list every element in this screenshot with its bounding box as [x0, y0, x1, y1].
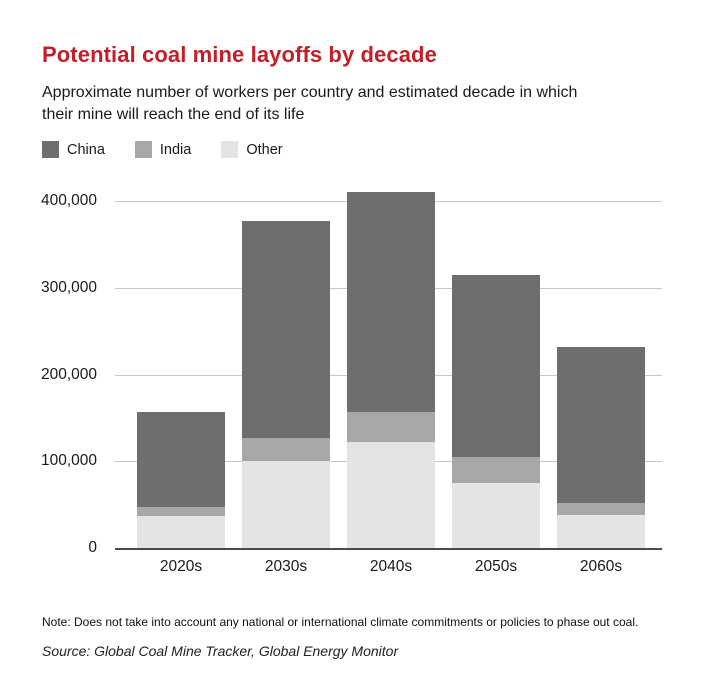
legend-label-india: India — [159, 141, 192, 158]
bar-segment-other-2050s — [452, 482, 540, 548]
bar-2060s — [557, 346, 645, 548]
bar-segment-other-2060s — [557, 515, 645, 548]
bar-segment-india-2030s — [242, 437, 330, 462]
bar-segment-other-2020s — [137, 515, 225, 548]
x-axis-label-2060s: 2060s — [579, 558, 623, 575]
bar-2050s — [452, 274, 540, 548]
chart-title: Potential coal mine layoffs by decade — [42, 41, 437, 67]
bar-segment-china-2020s — [137, 411, 225, 508]
x-axis-label-2020s: 2020s — [159, 558, 203, 575]
bar-2040s — [347, 192, 435, 548]
bar-segment-other-2040s — [347, 442, 435, 548]
legend-swatch-other — [221, 141, 239, 158]
legend-item-china: China — [42, 141, 105, 158]
bar-2030s — [242, 220, 330, 548]
legend-item-india: India — [134, 141, 192, 158]
legend-item-other: Other — [221, 141, 283, 158]
plot-area: 2020s 2030s 2040s 2050s 2060s — [115, 192, 662, 575]
x-axis-label-2040s: 2040s — [369, 558, 413, 575]
y-axis-tick-label-100000: 100,000 — [40, 452, 97, 470]
y-axis-tick-label-200000: 200,000 — [40, 365, 97, 383]
bar-segment-china-2060s — [557, 346, 645, 503]
legend: China India Other — [42, 141, 283, 158]
bar-segment-india-2020s — [137, 507, 225, 516]
bar-segment-india-2050s — [452, 456, 540, 483]
x-axis-label-2050s: 2050s — [474, 558, 518, 575]
source-text: Source: Global Coal Mine Tracker, Global… — [42, 643, 399, 659]
bar-segment-other-2030s — [242, 461, 330, 548]
legend-swatch-india — [134, 141, 152, 158]
bar-2020s — [137, 411, 225, 548]
x-axis-label-2030s: 2030s — [264, 558, 308, 575]
chart-subtitle: Approximate number of workers per countr… — [42, 82, 577, 126]
legend-label-other: Other — [246, 141, 283, 158]
bar-segment-china-2040s — [347, 192, 435, 412]
y-axis-tick-label-400000: 400,000 — [40, 192, 97, 209]
legend-swatch-china — [42, 141, 59, 158]
y-axis-tick-label-300000: 300,000 — [40, 278, 97, 296]
bar-segment-india-2060s — [557, 502, 645, 516]
y-axis-tick-label-0: 0 — [88, 539, 97, 556]
bar-segment-india-2040s — [347, 411, 435, 443]
bar-segment-china-2030s — [242, 220, 330, 438]
note-text: Note: Does not take into account any nat… — [42, 615, 639, 629]
chart-subtitle-line-1: Approximate number of workers per countr… — [42, 84, 578, 101]
legend-label-china: China — [67, 141, 105, 158]
chart-subtitle-line-2: their mine will reach the end of its lif… — [42, 106, 305, 123]
bar-segment-china-2050s — [452, 274, 540, 457]
